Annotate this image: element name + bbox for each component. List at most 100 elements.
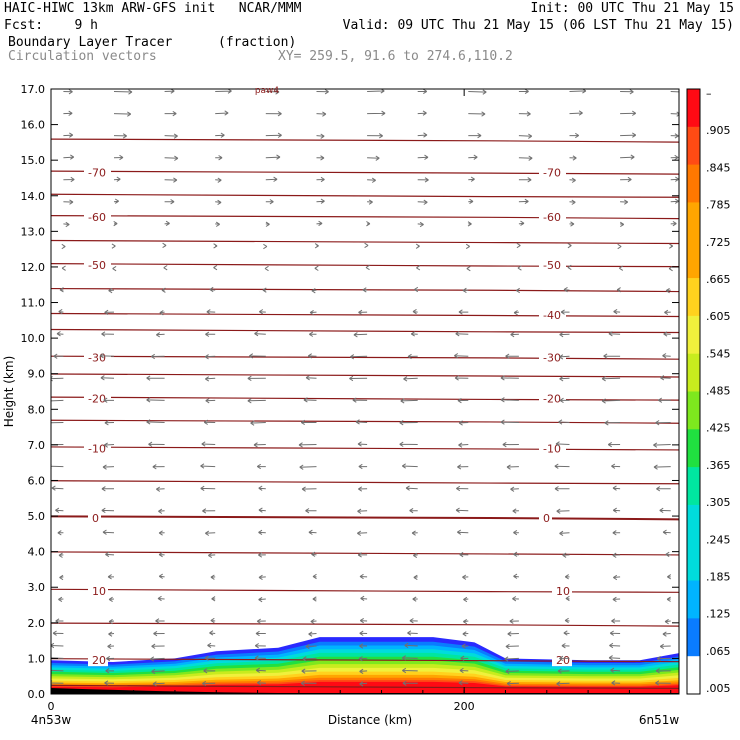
wind-vector <box>258 596 266 603</box>
wind-vector <box>359 668 368 675</box>
wind-vector <box>510 331 519 338</box>
isotherm-label: -50 <box>543 259 561 272</box>
colorbar-box <box>687 278 700 317</box>
wind-vector <box>258 507 266 513</box>
wind-vector <box>417 89 428 95</box>
wind-vector <box>658 397 671 403</box>
wind-vector <box>601 398 621 404</box>
wind-vector <box>353 332 368 338</box>
wind-vector <box>559 331 570 338</box>
wind-vector <box>569 132 580 139</box>
wind-vector <box>254 643 266 649</box>
wind-vector <box>202 680 216 687</box>
wind-vector <box>620 154 635 160</box>
wind-vector <box>358 486 368 492</box>
wind-vector <box>210 574 216 580</box>
wind-vector <box>150 353 165 360</box>
wind-vector <box>203 668 216 674</box>
y-tick-label: 8.0 <box>28 403 46 416</box>
wind-vector <box>367 199 373 205</box>
wind-vector <box>100 375 115 381</box>
wind-vector <box>505 643 519 650</box>
wind-vector <box>265 89 280 95</box>
wind-vector <box>660 375 671 381</box>
wind-vector <box>407 353 418 360</box>
wind-vector <box>255 667 266 673</box>
isotherm-label: -30 <box>543 352 561 365</box>
wind-vector <box>400 398 418 404</box>
wind-vector <box>103 397 115 403</box>
wind-vector <box>253 442 266 448</box>
wind-vector <box>611 680 621 686</box>
wind-vector <box>215 177 222 183</box>
colorbar-label: .785 <box>706 199 731 212</box>
wind-vector <box>604 420 621 426</box>
wind-vector <box>359 630 368 636</box>
wind-vector <box>653 464 671 470</box>
wind-vector <box>55 507 64 513</box>
wind-vector <box>616 287 621 293</box>
header-forecast-hour: Fcst: 9 h <box>4 18 98 33</box>
plot-frame <box>50 88 680 695</box>
wind-vector <box>355 419 368 425</box>
wind-vector <box>310 618 317 625</box>
wind-vector <box>554 463 570 469</box>
wind-vector <box>51 667 64 673</box>
wind-vector <box>205 331 216 337</box>
wind-vector <box>352 397 368 403</box>
wind-vector <box>407 630 418 636</box>
wind-vector <box>158 530 165 536</box>
wind-vector <box>601 376 621 382</box>
isotherm-label: -50 <box>88 259 106 272</box>
wind-vector <box>653 442 671 448</box>
isotherm-label: -70 <box>88 167 106 180</box>
wind-vector <box>202 508 216 514</box>
wind-vector <box>53 353 64 359</box>
wind-vector <box>301 486 317 492</box>
wind-vector <box>417 110 427 116</box>
wind-vector <box>416 265 421 271</box>
colorbar-box <box>687 580 700 619</box>
y-tick-label: 1.0 <box>28 652 46 665</box>
wind-vector <box>151 668 165 675</box>
wind-vector <box>316 155 325 161</box>
field-units: (fraction) <box>218 35 297 50</box>
wind-vector <box>504 656 519 662</box>
colorbar-label: .245 <box>706 533 731 546</box>
colorbar-label: .845 <box>706 161 731 174</box>
wind-vector <box>63 154 75 160</box>
wind-vector <box>613 574 621 581</box>
wind-vector <box>670 198 679 204</box>
wind-vector <box>413 574 418 581</box>
colorbar-label: .905 <box>706 124 731 137</box>
wind-vector <box>213 243 218 249</box>
wind-vector <box>247 375 266 382</box>
wind-vector <box>101 331 115 337</box>
wind-vector <box>265 111 282 117</box>
isotherm-label: 0 <box>92 512 99 525</box>
wind-vector <box>559 376 570 382</box>
wind-vector <box>247 398 266 404</box>
wind-vector <box>603 353 621 359</box>
wind-vector <box>113 133 127 139</box>
wind-vector <box>560 309 570 315</box>
wind-vector <box>457 529 469 535</box>
wind-vector <box>265 176 278 182</box>
wind-vector <box>208 552 216 559</box>
y-tick-label: 17.0 <box>21 83 46 96</box>
wind-vector <box>505 668 519 675</box>
y-tick-label: 12.0 <box>21 261 46 274</box>
wind-vector <box>468 111 486 117</box>
wind-vector <box>350 354 368 360</box>
isotherm-line <box>51 588 679 593</box>
colorbar-label: .605 <box>706 310 731 323</box>
wind-vector <box>518 111 531 117</box>
header-line1-left: HAIC-HIWC 13km ARW-GFS init NCAR/MMM <box>4 1 302 16</box>
wind-vector <box>670 91 679 93</box>
wind-vector <box>367 155 380 161</box>
wind-vector <box>500 419 519 425</box>
colorbar-label: .005 <box>706 682 731 695</box>
wind-vector <box>264 265 269 272</box>
wind-vector <box>58 596 64 603</box>
wind-vector <box>569 221 575 227</box>
